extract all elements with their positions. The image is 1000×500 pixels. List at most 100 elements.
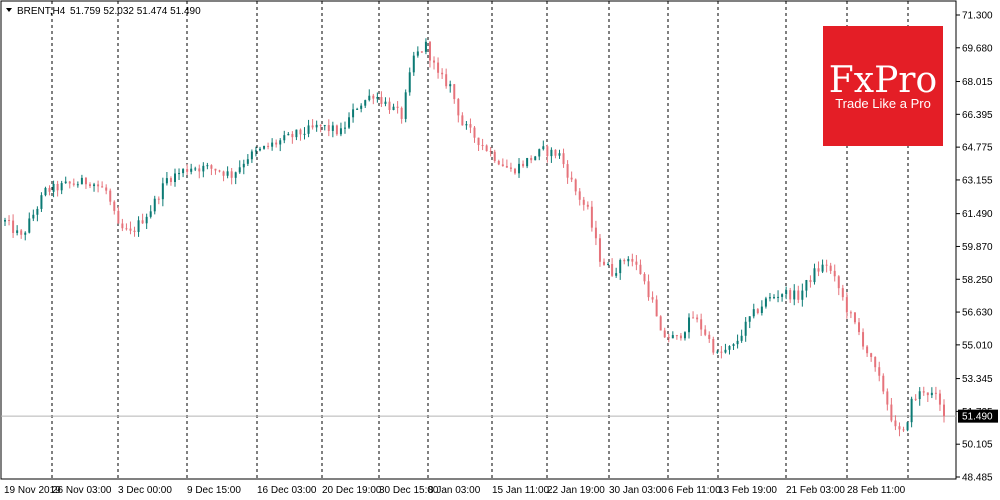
candle-body	[202, 165, 205, 172]
candle-body	[323, 125, 326, 127]
candle-body	[938, 393, 941, 405]
candle-body	[222, 171, 225, 176]
candle-body	[740, 335, 743, 341]
candle-body	[918, 391, 921, 400]
candle-body	[485, 145, 488, 152]
candle-body	[352, 109, 355, 118]
x-tick-label: 6 Feb 11:00	[668, 485, 721, 496]
candle-body	[32, 214, 35, 219]
candle-body	[902, 429, 905, 431]
candle-body	[712, 339, 715, 353]
candle-body	[376, 97, 379, 99]
logo-background	[823, 26, 943, 146]
dropdown-arrow-icon[interactable]	[6, 8, 12, 12]
candle-body	[866, 346, 869, 354]
candle-body	[97, 184, 100, 187]
candle-body	[52, 183, 55, 192]
candle-body	[343, 127, 346, 129]
candle-body	[242, 163, 245, 168]
candle-body	[526, 158, 529, 167]
x-tick-label: 22 Jan 19:00	[547, 485, 605, 496]
candle-body	[582, 199, 585, 205]
candle-body	[934, 392, 937, 394]
logo-tagline: Trade Like a Pro	[835, 96, 931, 111]
candle-body	[327, 125, 330, 131]
candle-body	[380, 97, 383, 104]
candle-body	[542, 146, 545, 150]
candle-body	[501, 164, 504, 167]
candle-body	[437, 62, 440, 73]
candle-body	[408, 72, 411, 93]
candle-body	[315, 124, 318, 128]
candle-body	[388, 101, 391, 110]
candle-body	[291, 133, 294, 138]
candle-body	[449, 84, 452, 87]
candle-body	[720, 351, 723, 353]
candle-body	[546, 146, 549, 157]
candle-body	[64, 181, 67, 184]
candle-body	[72, 183, 75, 185]
candle-body	[360, 105, 363, 109]
candle-body	[805, 280, 808, 291]
candle-body	[234, 172, 237, 178]
candle-body	[137, 220, 140, 232]
candle-body	[441, 72, 444, 75]
candle-body	[777, 296, 780, 298]
candle-body	[420, 51, 423, 53]
candle-body	[396, 106, 399, 108]
candle-body	[513, 168, 516, 174]
y-tick-label: 71.300	[962, 11, 993, 22]
candle-body	[882, 375, 885, 392]
candle-body	[56, 183, 59, 191]
candle-body	[368, 95, 371, 101]
candle-body	[781, 294, 784, 297]
candle-body	[870, 353, 873, 357]
candle-body	[169, 178, 172, 183]
candle-body	[793, 290, 796, 300]
candle-body	[821, 264, 824, 272]
candle-body	[562, 153, 565, 165]
candle-body	[845, 297, 848, 313]
candle-body	[206, 165, 209, 167]
candle-body	[416, 51, 419, 56]
candle-body	[744, 321, 747, 336]
candle-body	[311, 125, 314, 128]
candle-body	[566, 164, 569, 178]
candle-body	[724, 349, 727, 353]
x-tick-label: 30 Dec 15:00	[379, 485, 439, 496]
candle-body	[809, 280, 812, 283]
candle-body	[627, 258, 630, 262]
candle-body	[756, 309, 759, 314]
candle-body	[40, 195, 43, 209]
candle-body	[210, 165, 213, 169]
fxpro-logo: FxPro Trade Like a Pro	[823, 26, 943, 146]
candle-body	[801, 290, 804, 300]
candle-body	[194, 168, 197, 170]
candle-body	[768, 297, 771, 299]
candle-body	[518, 163, 521, 174]
candle-body	[522, 163, 525, 167]
candle-body	[258, 148, 261, 151]
candle-body	[789, 290, 792, 300]
candle-body	[598, 238, 601, 262]
candle-body	[538, 149, 541, 157]
candle-body	[481, 145, 484, 147]
y-tick-label: 64.775	[962, 143, 993, 154]
candle-body	[736, 340, 739, 345]
plot-area	[0, 0, 957, 480]
candle-body	[275, 142, 278, 145]
x-tick-label: 15 Jan 11:00	[492, 485, 550, 496]
candle-body	[643, 274, 646, 282]
candle-body	[157, 198, 160, 200]
candle-body	[190, 168, 193, 172]
candle-body	[8, 219, 11, 221]
candle-body	[590, 206, 593, 228]
candle-body	[303, 133, 306, 135]
candle-body	[688, 317, 691, 333]
y-tick-label: 56.630	[962, 308, 993, 319]
candle-body	[445, 74, 448, 87]
candle-body	[28, 218, 31, 233]
candle-body	[667, 337, 670, 339]
